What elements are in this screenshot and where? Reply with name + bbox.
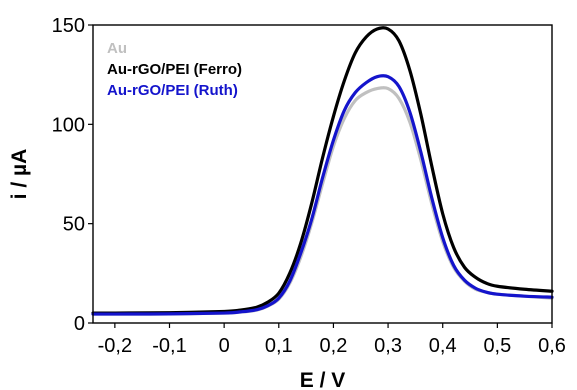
x-tick-label: 0,6	[538, 335, 566, 357]
y-axis-ticks: 0 50 100 150	[52, 15, 93, 335]
series-line-2	[91, 74, 554, 316]
legend-entry: Au	[107, 40, 127, 57]
y-axis-label: i / µA	[8, 149, 31, 200]
series-line-1	[91, 26, 554, 315]
x-tick-label: 0,4	[429, 335, 457, 357]
y-tick-label: 50	[63, 214, 85, 236]
x-axis-label: E / V	[300, 369, 346, 390]
x-tick-label: 0,2	[320, 335, 348, 357]
x-tick-label: -0,2	[98, 335, 132, 357]
x-tick-label: 0,5	[483, 335, 511, 357]
x-tick-label: 0,3	[374, 335, 402, 357]
plot-frame	[92, 24, 553, 324]
y-tick-label: 100	[52, 114, 85, 136]
x-axis-ticks: -0,2 -0,1 0 0,1 0,2 0,3 0,4 0,5 0,6	[98, 323, 566, 357]
x-tick-label: -0,1	[152, 335, 186, 357]
y-tick-label: 150	[52, 15, 85, 37]
plot-lines	[91, 26, 554, 316]
legend: Au Au-rGO/PEI (Ferro) Au-rGO/PEI (Ruth)	[107, 40, 242, 99]
y-tick-label: 0	[74, 313, 85, 335]
x-tick-label: 0,1	[265, 335, 293, 357]
x-tick-label: 0	[219, 335, 230, 357]
legend-entry: Au-rGO/PEI (Ruth)	[107, 82, 238, 99]
legend-entry: Au-rGO/PEI (Ferro)	[107, 61, 242, 78]
